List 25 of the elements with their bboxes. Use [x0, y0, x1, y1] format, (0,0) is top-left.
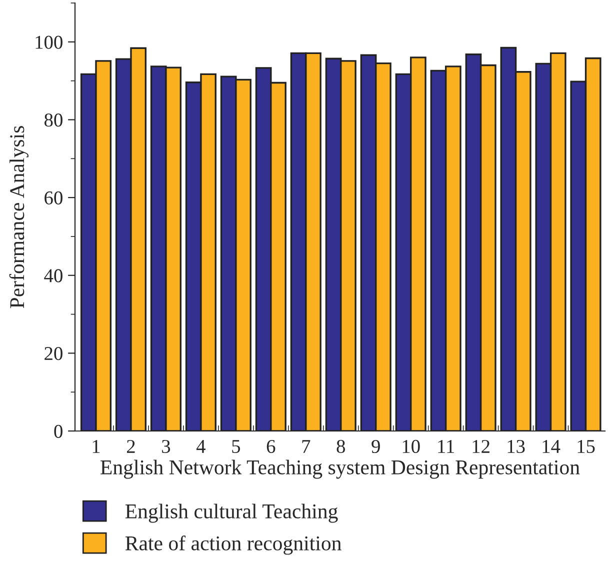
x-tick-label: 9	[372, 440, 380, 454]
x-tick-label: 15	[578, 440, 595, 454]
x-tick-label: 11	[438, 440, 454, 453]
x-tick-label: 1	[92, 440, 100, 453]
y-tick-label: 100	[36, 36, 62, 49]
y-tick-label: 80	[44, 114, 62, 127]
x-tick-label: 4	[196, 440, 206, 453]
legend-label: Rate of action recognition	[125, 536, 342, 555]
x-tick-label: 14	[542, 440, 560, 453]
y-tick-label: 60	[44, 191, 62, 204]
x-tick-label: 3	[162, 440, 170, 454]
x-tick-label: 6	[266, 440, 276, 454]
y-tick-label: 20	[44, 347, 62, 360]
legend-label: English cultural Teaching	[125, 504, 338, 523]
x-tick-label: 12	[472, 440, 490, 453]
x-tick-label: 2	[126, 440, 135, 453]
x-tick-label: 8	[336, 440, 345, 454]
y-axis-title: Performance Analysis	[9, 126, 28, 308]
x-axis-title: English Network Teaching system Design Representation	[100, 460, 580, 479]
y-tick-label: 40	[44, 269, 62, 282]
y-tick-label: 0	[54, 424, 62, 438]
x-tick-label: 13	[508, 440, 525, 454]
x-tick-label: 5	[232, 440, 240, 454]
x-tick-label: 10	[402, 440, 420, 454]
x-tick-label: 7	[302, 440, 310, 453]
